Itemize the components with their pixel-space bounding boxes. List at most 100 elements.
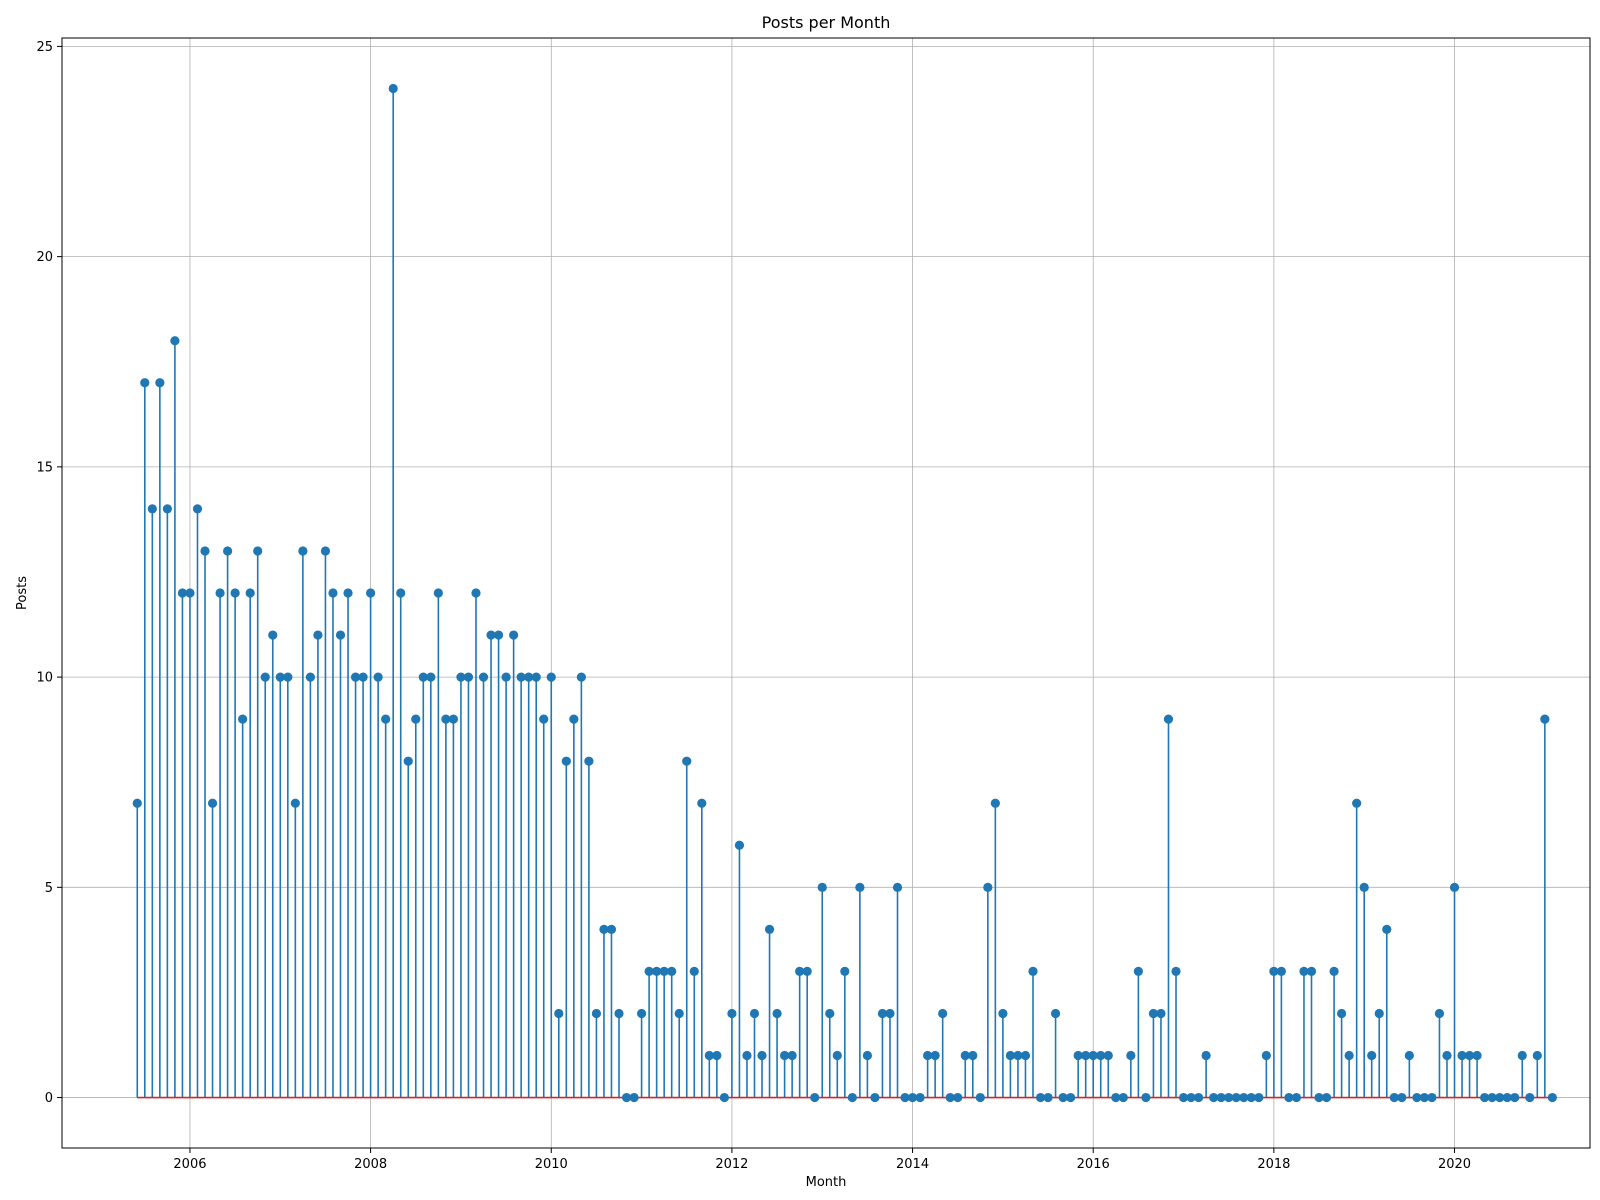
plot-frame [61,37,1591,1149]
data-point [1337,1008,1347,1019]
data-point [847,1092,857,1103]
x-tick-label: 2020 [1438,1157,1471,1172]
data-point [907,1092,918,1103]
data-point [441,714,451,724]
data-point [1412,1092,1422,1103]
data-point [343,588,353,598]
y-tick-label: 5 [45,881,53,896]
data-point [734,840,745,850]
data-point [599,924,609,934]
data-point [1141,1092,1151,1103]
data-point [1216,1092,1226,1103]
data-point [1306,966,1317,977]
data-point [727,1008,737,1019]
data-point [456,672,466,682]
data-point [426,672,436,682]
data-point [682,756,692,766]
data-point [147,504,157,514]
data-point [1269,966,1279,977]
data-point [230,588,240,598]
data-point [636,1008,647,1019]
data-point [938,1008,948,1019]
data-point [1532,1050,1542,1061]
x-tick-label: 2018 [1257,1157,1290,1172]
x-tick-label: 2014 [896,1157,929,1172]
data-point [1352,798,1362,808]
x-tick-label: 2006 [173,1157,206,1172]
data-point [1374,1008,1384,1019]
data-point [418,672,428,682]
data-point [1081,1050,1091,1061]
x-tick-label: 2010 [535,1157,568,1172]
data-point [1073,1050,1083,1061]
data-point [478,672,489,682]
data-point [1088,1050,1098,1061]
data-point [1397,1092,1407,1103]
data-point [471,588,481,598]
data-point [1005,1050,1016,1061]
data-point [275,672,285,682]
data-point [772,1008,782,1019]
data-point [313,630,323,640]
data-point [644,966,654,977]
data-point [253,546,263,556]
data-point [892,882,903,892]
x-axis-label: Month [806,1175,847,1190]
data-point [403,756,413,766]
data-point [433,588,443,598]
data-point [1540,714,1550,724]
data-point [1020,1050,1031,1061]
data-point [305,672,315,682]
data-point [877,1008,888,1019]
stems [136,88,1546,1098]
data-point [915,1092,925,1103]
data-point [1389,1092,1399,1103]
data-point [900,1092,910,1103]
ticks: 2006 2008 2010 2012 2014 2016 2018 2020 0 5 10 15 20… [36,40,1471,1172]
data-point [132,798,142,808]
data-point [1329,966,1339,977]
data-point [591,1008,602,1019]
data-point [953,1092,963,1103]
data-point [298,546,308,556]
data-point [1118,1092,1128,1103]
data-point [712,1050,722,1061]
data-point [290,798,300,808]
data-point [1058,1092,1068,1103]
data-point [742,1050,752,1061]
x-tick-label: 2008 [354,1157,387,1172]
data-point [1547,1092,1557,1103]
data-point [1193,1092,1204,1103]
data-point [667,966,677,977]
data-point [968,1050,978,1061]
data-point [381,714,391,724]
y-tick-label: 20 [36,250,53,265]
markers [132,83,1557,1103]
data-point [817,882,827,892]
data-point [561,756,571,766]
data-point [539,714,549,724]
data-point [1299,966,1309,977]
data-point [1457,1050,1467,1061]
data-point [885,1008,895,1019]
x-tick-label: 2016 [1077,1157,1110,1172]
data-point [373,672,383,682]
data-point [855,882,865,892]
data-point [1126,1050,1136,1061]
data-point [614,1008,624,1019]
data-point [170,336,180,346]
data-point [1043,1092,1053,1103]
data-point [162,504,172,514]
data-point [463,672,474,682]
data-point [1427,1092,1437,1103]
data-point [531,672,541,682]
data-point [1404,1050,1414,1061]
data-point [870,1092,880,1103]
y-tick-label: 10 [36,671,53,686]
data-point [652,966,662,977]
data-point [1246,1092,1256,1103]
data-point [185,588,195,598]
data-point [757,1050,767,1061]
data-point [1254,1092,1264,1103]
